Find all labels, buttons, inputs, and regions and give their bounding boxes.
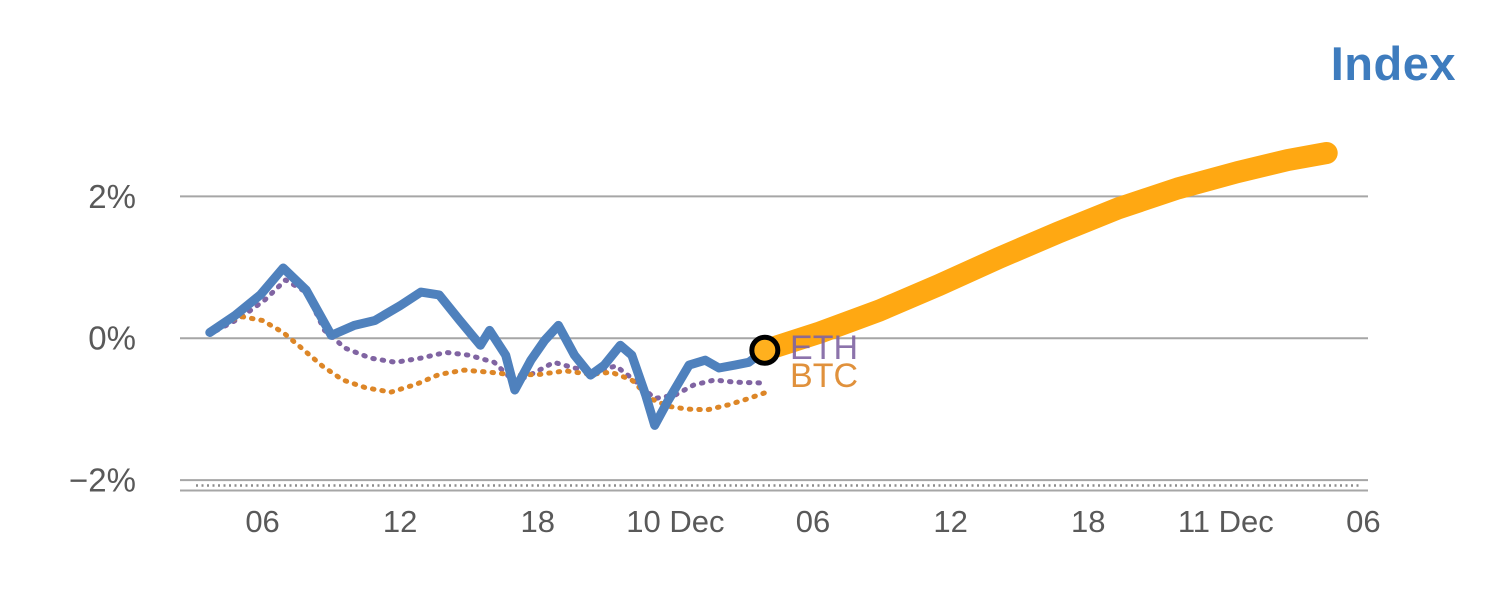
series-line-index-forecast bbox=[753, 142, 1338, 362]
eth-series-label: ETH bbox=[790, 329, 858, 367]
btc-series-label: BTC bbox=[790, 357, 858, 395]
y-axis-labels: 2% 0% −2% bbox=[69, 178, 136, 499]
y-tick-label: 2% bbox=[88, 178, 136, 215]
x-tick-label: 06 bbox=[1346, 504, 1380, 539]
x-tick-label: 18 bbox=[521, 504, 555, 539]
x-tick-label: 12 bbox=[383, 504, 417, 539]
x-tick-label: 10 Dec bbox=[626, 504, 724, 539]
x-tick-label: 06 bbox=[245, 504, 279, 539]
series-line-btc bbox=[214, 313, 768, 413]
x-tick-label: 18 bbox=[1071, 504, 1105, 539]
x-tick-label: 11 Dec bbox=[1178, 504, 1274, 539]
x-tick-label: 12 bbox=[933, 504, 967, 539]
series-lines bbox=[205, 142, 1338, 430]
x-tick-label: 06 bbox=[796, 504, 830, 539]
current-point-marker bbox=[749, 334, 781, 366]
x-axis-labels: 06 12 18 10 Dec 06 12 18 11 Dec 06 bbox=[245, 504, 1380, 539]
series-line-index bbox=[205, 263, 770, 430]
y-tick-label: −2% bbox=[69, 462, 136, 499]
chart-title: Index bbox=[1330, 37, 1456, 90]
y-tick-label: 0% bbox=[88, 320, 136, 357]
